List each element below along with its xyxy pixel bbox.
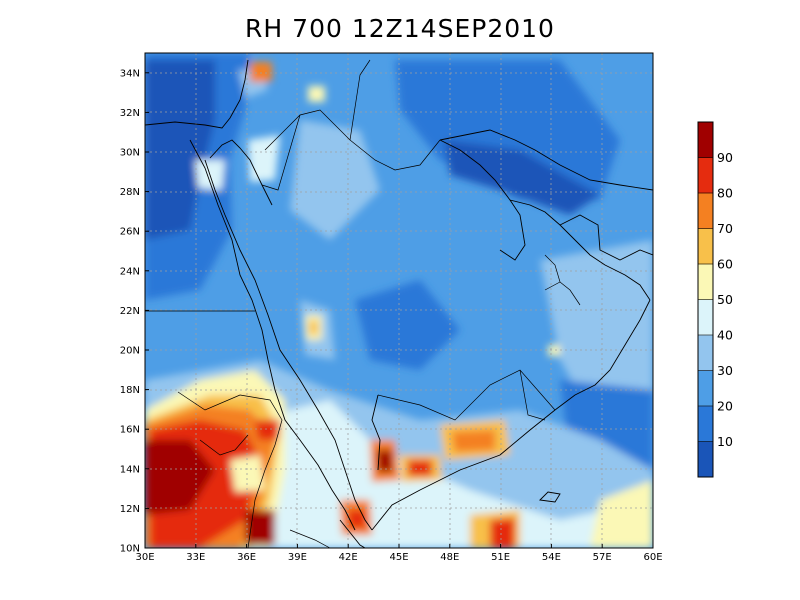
colorbar-swatch [698,264,713,300]
y-tick-label: 20N [120,346,140,357]
colorbar-swatch [698,441,713,478]
y-tick-label: 22N [120,306,140,317]
colorbar-swatch [698,157,713,194]
y-tick-label: 28N [120,187,140,198]
colorbar-label: 50 [717,292,733,307]
y-tick-label: 32N [120,108,140,119]
colorbar-label: 40 [717,328,733,343]
x-tick-label: 48E [440,552,459,563]
y-tick-label: 16N [120,425,140,436]
x-tick-label: 42E [339,552,358,563]
y-tick-label: 34N [120,68,140,79]
colorbar-swatch [698,370,713,407]
y-tick-label: 24N [120,266,140,277]
colorbar-swatch [698,228,713,265]
colorbar-swatch [698,122,713,158]
y-tick-label: 14N [120,464,140,475]
y-tick-label: 18N [120,385,140,396]
x-tick-label: 60E [643,552,662,563]
x-axis: 30E 33E 36E 39E 42E 45E 48E 51E 54E 57E 60E [135,544,663,563]
y-tick-label: 10N [120,544,140,555]
x-tick-label: 51E [491,552,510,563]
x-tick-label: 45E [389,552,408,563]
map-title: RH 700 12Z14SEP2010 [245,14,555,43]
colorbar-label: 90 [717,150,733,165]
x-tick-label: 33E [186,552,205,563]
y-axis: 10N 12N 14N 16N 18N 20N 22N 24N 26N 28N 30N 32N 34N [120,68,149,555]
x-tick-label: 39E [288,552,307,563]
colorbar-label: 10 [717,434,733,449]
colorbar-label: 70 [717,221,733,236]
y-tick-label: 26N [120,227,140,238]
colorbar-label: 30 [717,363,733,378]
colorbar-label: 20 [717,399,733,414]
colorbar-swatch [698,406,713,442]
colorbar: 10 20 30 40 50 60 70 80 90 [697,121,733,478]
x-tick-label: 30E [135,552,154,563]
y-tick-label: 12N [120,504,140,515]
country-borders [145,59,581,548]
x-tick-label: 57E [593,552,612,563]
colorbar-label: 80 [717,186,733,201]
colorbar-swatch [698,335,713,371]
y-tick-label: 30N [120,148,140,159]
x-tick-label: 36E [237,552,256,563]
colorbar-label: 60 [717,257,733,272]
colorbar-swatch [698,299,713,336]
x-tick-label: 54E [542,552,561,563]
colorbar-swatch [698,193,713,229]
rh-field [145,53,653,548]
